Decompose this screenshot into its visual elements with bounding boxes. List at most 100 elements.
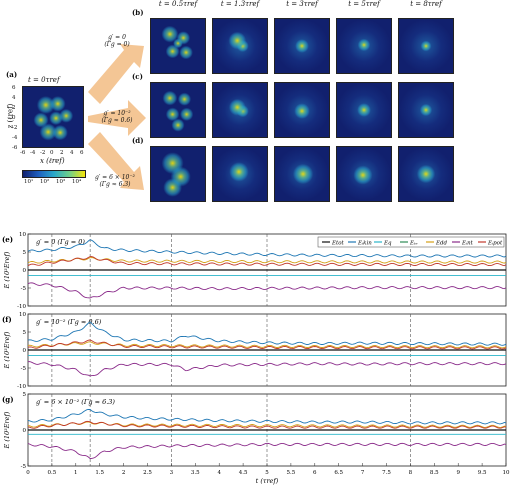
arrow-b xyxy=(88,44,144,104)
panel-a-xtick: 0 xyxy=(50,150,54,156)
legend-entry: Etot xyxy=(331,241,345,247)
chart-xtick: 5 xyxy=(265,470,269,476)
chart-xtick: 10 xyxy=(503,470,510,476)
chart-ytick: -10 xyxy=(17,384,26,390)
panel-a-label: (a) xyxy=(6,70,18,79)
heatmap-cell xyxy=(336,18,392,74)
arrows xyxy=(88,44,146,190)
chart-ytick: 0 xyxy=(23,268,27,274)
panel-a-xtick: 6 xyxy=(80,150,84,156)
heatmap-cell xyxy=(398,146,454,202)
chart-panel-label: (f) xyxy=(2,315,12,324)
heatmap-cell xyxy=(336,82,392,138)
chart-xtick: 7.5 xyxy=(382,470,391,476)
chart-xtick: 3.5 xyxy=(191,470,200,476)
heatmap-cell xyxy=(274,82,330,138)
panel-a-xtick: -2 xyxy=(40,150,46,156)
chart-ytick: 0 xyxy=(23,428,27,434)
column-title: t = 5τref xyxy=(348,0,380,8)
chart-xlabel: t (τref) xyxy=(256,477,279,485)
chart-panel-label: (e) xyxy=(2,235,13,244)
chart-0: (e) g′ = 0 (Γg = 0) E (10³Eref) 10 5 0 -5 -10 Et… xyxy=(2,232,507,310)
chart-xtick: 9.5 xyxy=(478,470,487,476)
series-line xyxy=(27,239,507,258)
panel-a-ytick: 2 xyxy=(12,105,16,111)
panel-a-ytick: 0 xyxy=(12,115,16,121)
heatmap-cell xyxy=(274,146,330,202)
colorbar-tick: 10⁴ xyxy=(72,179,82,185)
chart-ylabel: E (10³Eref) xyxy=(3,411,11,449)
series-line xyxy=(27,256,507,267)
panel-a-xtick: -4 xyxy=(30,150,36,156)
heatmap-initial xyxy=(22,86,84,148)
column-title: t = 8τref xyxy=(410,0,442,8)
chart-xtick: 8.5 xyxy=(430,470,439,476)
heatmap-cell xyxy=(150,146,206,202)
colorbar-tick: 10² xyxy=(40,179,50,185)
chart-xtick: 9 xyxy=(456,470,460,476)
chart-ytick: -5 xyxy=(21,464,27,470)
chart-xtick: 0.5 xyxy=(48,470,57,476)
chart-ytick: 10 xyxy=(19,232,26,238)
heatmap-cell xyxy=(212,146,268,202)
panel-a-xtick: 2 xyxy=(60,150,64,156)
panel-a-ytick: 4 xyxy=(12,95,16,101)
legend-entry: Edd xyxy=(435,241,448,247)
panel-a-ytick: -2 xyxy=(12,125,18,131)
panel-a-title: t = 0τref xyxy=(28,76,60,84)
caption-b: g′ = 0 (Γg = 0) xyxy=(104,34,130,48)
chart-ytick: -5 xyxy=(21,366,27,372)
heatmap-cell xyxy=(212,18,268,74)
panel-a-ytick: 6 xyxy=(12,85,16,91)
chart-xtick: 1 xyxy=(74,470,78,476)
chart-ytick: 5 xyxy=(23,392,27,398)
panel-a-xtick: -6 xyxy=(20,150,26,156)
chart-panel-label: (g) xyxy=(2,395,14,404)
chart-xtick: 7 xyxy=(361,470,365,476)
chart-xtick: 6.5 xyxy=(334,470,343,476)
chart-xtick: 4 xyxy=(217,470,221,476)
chart-xtick: 5.5 xyxy=(287,470,296,476)
legend-entry: Eₜₑ xyxy=(409,241,418,247)
legend-entry: Eᵢkin xyxy=(357,241,372,247)
arrow-c xyxy=(88,100,146,136)
colorbar-tick: 10¹ xyxy=(24,179,34,185)
chart-2: (g) g′ = 6 × 10⁻² (Γg ≈ 6.3) E (10³Eref) 5 0… xyxy=(2,392,510,485)
series-line xyxy=(27,321,507,346)
chart-ylabel: E (10³Eref) xyxy=(3,331,11,369)
chart-xtick: 4.5 xyxy=(239,470,248,476)
chart-xtick: 2.5 xyxy=(143,470,152,476)
heatmap-cell xyxy=(212,82,268,138)
heatmap-cell xyxy=(274,18,330,74)
energy-charts: (e) g′ = 0 (Γg = 0)E (10³Eref)1050-5-10Et… xyxy=(2,232,510,485)
row-label: (d) xyxy=(132,136,144,145)
panel-a-xlabel: x (ℓref) xyxy=(40,157,65,165)
column-title: t = 1.3τref xyxy=(220,0,260,8)
series-line xyxy=(27,442,507,459)
chart-ytick: 5 xyxy=(23,250,27,256)
arrow-d xyxy=(88,132,144,190)
series-line xyxy=(27,339,507,350)
chart-ytick: 10 xyxy=(19,312,26,318)
row-label: (b) xyxy=(132,8,144,17)
legend-entry: Eq xyxy=(383,241,392,247)
chart-xtick: 6 xyxy=(313,470,317,476)
panel-a-ytick: -4 xyxy=(12,135,18,141)
chart-xtick: 1.5 xyxy=(95,470,104,476)
chart-annotation: g′ = 0 (Γg = 0) xyxy=(36,238,85,246)
heatmap-cell xyxy=(150,82,206,138)
heatmap-cell xyxy=(336,146,392,202)
series-line xyxy=(27,408,507,425)
legend-entry: Eᵢnt xyxy=(461,241,474,247)
colorbar-tick: 10³ xyxy=(56,179,66,185)
caption-d: g′ = 6 × 10⁻² (Γg ≈ 6.3) xyxy=(95,174,135,188)
chart-xtick: 0 xyxy=(26,470,30,476)
series-line xyxy=(27,282,507,299)
chart-xtick: 3 xyxy=(170,470,174,476)
chart-ytick: -10 xyxy=(17,304,26,310)
chart-ytick: -5 xyxy=(21,286,27,292)
row-label: (c) xyxy=(132,72,143,81)
chart-ytick: 5 xyxy=(23,330,27,336)
heatmap-cell xyxy=(150,18,206,74)
legend-entry: Eᵢpot xyxy=(487,241,503,247)
